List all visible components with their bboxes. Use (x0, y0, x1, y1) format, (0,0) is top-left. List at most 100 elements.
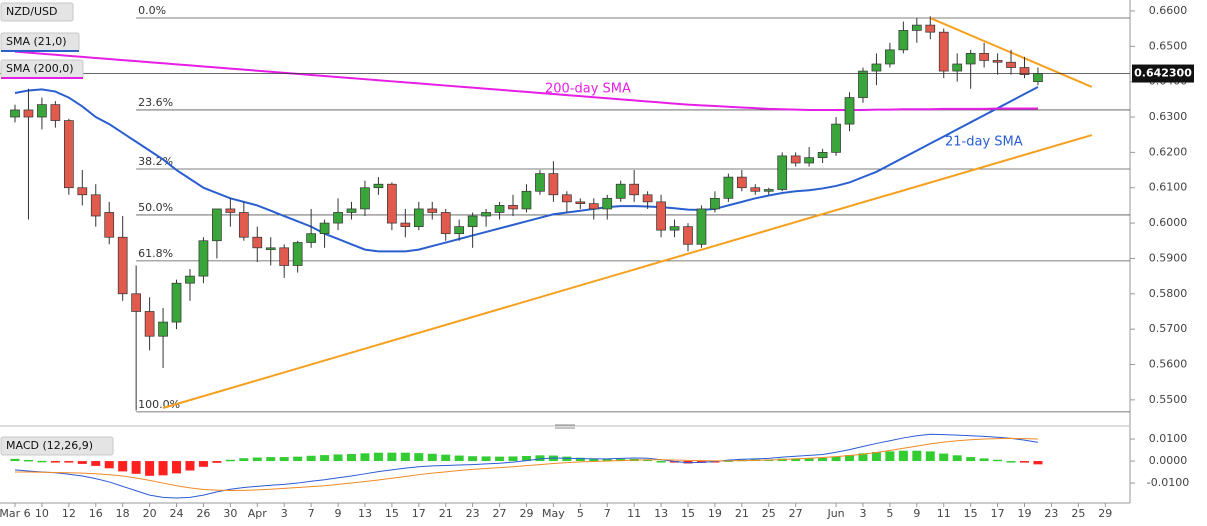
macd-histogram-bar (145, 461, 155, 476)
x-tick-label: 15 (385, 507, 399, 520)
macd-histogram-bar (818, 457, 828, 462)
y-tick-label: 0.6600 (1149, 4, 1188, 17)
candle-body (454, 226, 465, 235)
macd-histogram-bar (535, 455, 545, 462)
x-tick-label: 16 (89, 507, 103, 520)
candle-body (521, 190, 532, 210)
candle-body (804, 157, 814, 164)
macd-histogram-bar (10, 458, 20, 462)
candle-body (763, 189, 774, 192)
candle-body (400, 222, 411, 227)
candle-body (360, 187, 370, 210)
candle-body (10, 109, 20, 118)
candle-body (1033, 73, 1043, 83)
x-tick-label: 5 (886, 507, 893, 520)
x-tick-label: 29 (519, 507, 533, 520)
candle-body (683, 226, 693, 245)
candle-body (144, 311, 155, 337)
macd-histogram-bar (198, 461, 208, 467)
x-tick-label: 5 (577, 507, 584, 520)
macd-histogram-bar (925, 451, 935, 462)
macd-histogram-bar (562, 456, 572, 462)
macd-histogram-bar (898, 450, 908, 462)
x-tick-label: 23 (1044, 507, 1058, 520)
candle-body (37, 104, 47, 118)
candle-body (440, 212, 451, 235)
candle-body (508, 205, 518, 210)
x-tick-label: 19 (1018, 507, 1032, 520)
macd-histogram-bar (468, 456, 478, 462)
labels: 0.66000.65000.64000.63000.62000.61000.60… (0, 2, 1194, 520)
macd-histogram-bar (575, 457, 585, 462)
x-tick-label: 15 (964, 507, 978, 520)
macd-histogram-bar (131, 461, 141, 474)
candle-body (292, 242, 303, 266)
candle-body (171, 282, 182, 323)
candle-body (629, 183, 640, 196)
x-tick-label: 25 (762, 507, 776, 520)
candle-body (952, 63, 963, 72)
macd-histogram-bar (37, 460, 47, 463)
macd-histogram-bar (50, 461, 60, 463)
macd-histogram-bar (602, 458, 612, 462)
y-tick-label: 0.6500 (1149, 39, 1188, 52)
candle-body (63, 120, 74, 189)
y-tick-label: 0.5500 (1149, 393, 1188, 406)
candle-body (885, 49, 895, 65)
macd-histogram-bar (225, 459, 235, 462)
macd-histogram-bar (239, 458, 249, 462)
fib-label: 61.8% (138, 247, 173, 260)
x-tick-label: 17 (991, 507, 1005, 520)
x-tick-label: 7 (604, 507, 611, 520)
legend-label: SMA (200,0) (6, 62, 74, 75)
candle-body (467, 215, 478, 227)
macd-histogram-bar (293, 456, 303, 462)
macd-histogram-bar (979, 458, 989, 462)
candle-body (669, 226, 680, 231)
candle-body (925, 24, 936, 33)
candle-body (535, 173, 545, 192)
candle-body (979, 53, 989, 61)
macd-histogram-bar (320, 455, 330, 462)
macd-histogram-bar (441, 454, 451, 462)
x-tick-label: 27 (493, 507, 507, 520)
x-tick-label: 25 (1071, 507, 1085, 520)
x-tick-label: 9 (335, 507, 342, 520)
candle-body (965, 53, 976, 65)
candle-body (1019, 67, 1030, 75)
candle-body (90, 194, 101, 217)
candle-body (817, 152, 828, 159)
macd-histogram-bar (952, 455, 962, 462)
candle-body (790, 155, 801, 164)
macd-histogram-bar (360, 453, 370, 462)
candle-body (844, 97, 855, 125)
candle-body (710, 197, 720, 210)
macd-histogram-bar (172, 461, 182, 474)
macd-histogram-bar (481, 456, 491, 462)
x-tick-label: 30 (223, 507, 237, 520)
y-tick-label: 0.0100 (1149, 432, 1188, 445)
candle-body (131, 293, 141, 312)
macd-histogram-bar (508, 456, 518, 462)
candle-body (333, 212, 343, 224)
candle-body (602, 197, 613, 210)
x-tick-label: 12 (62, 507, 76, 520)
macd-histogram-bar (427, 453, 437, 462)
fib-label: 100.0% (138, 398, 180, 411)
plot-area: 0.0% 23.6% 38.2% 50.0% 61.8% 100.0% (0, 4, 1130, 499)
x-tick-label: 3 (859, 507, 866, 520)
candle-body (185, 275, 195, 284)
x-tick-label: 24 (170, 507, 184, 520)
annotation: 21-day SMA (945, 135, 1023, 150)
macd-histogram-bar (91, 461, 101, 466)
candle-body (777, 155, 788, 190)
macd-histogram-bar (495, 456, 505, 462)
y-tick-label: 0.5600 (1149, 357, 1188, 370)
macd-histogram-bar (939, 453, 949, 462)
x-tick-label: 20 (143, 507, 157, 520)
y-tick-label: 0.5700 (1149, 322, 1188, 335)
x-tick-label: Apr (248, 507, 268, 520)
x-tick-label: 13 (654, 507, 668, 520)
candle-body (77, 187, 88, 196)
